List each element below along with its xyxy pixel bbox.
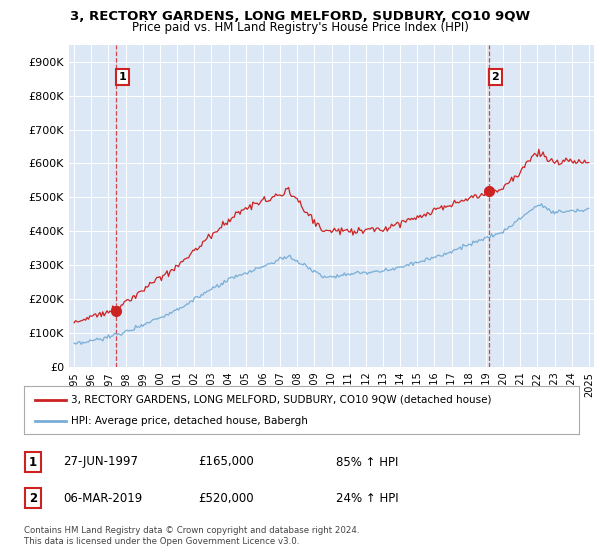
- Text: £520,000: £520,000: [198, 492, 254, 505]
- Text: 06-MAR-2019: 06-MAR-2019: [63, 492, 142, 505]
- Text: 3, RECTORY GARDENS, LONG MELFORD, SUDBURY, CO10 9QW (detached house): 3, RECTORY GARDENS, LONG MELFORD, SUDBUR…: [71, 395, 491, 405]
- Text: 1: 1: [29, 455, 37, 469]
- Text: £165,000: £165,000: [198, 455, 254, 469]
- Text: 24% ↑ HPI: 24% ↑ HPI: [336, 492, 398, 505]
- Text: Price paid vs. HM Land Registry's House Price Index (HPI): Price paid vs. HM Land Registry's House …: [131, 21, 469, 34]
- Text: Contains HM Land Registry data © Crown copyright and database right 2024.
This d: Contains HM Land Registry data © Crown c…: [24, 526, 359, 546]
- Text: 3, RECTORY GARDENS, LONG MELFORD, SUDBURY, CO10 9QW: 3, RECTORY GARDENS, LONG MELFORD, SUDBUR…: [70, 10, 530, 22]
- Text: 27-JUN-1997: 27-JUN-1997: [63, 455, 138, 469]
- Text: 2: 2: [491, 72, 499, 82]
- Text: 2: 2: [29, 492, 37, 505]
- Text: 85% ↑ HPI: 85% ↑ HPI: [336, 455, 398, 469]
- Text: HPI: Average price, detached house, Babergh: HPI: Average price, detached house, Babe…: [71, 416, 308, 426]
- Text: 1: 1: [119, 72, 127, 82]
